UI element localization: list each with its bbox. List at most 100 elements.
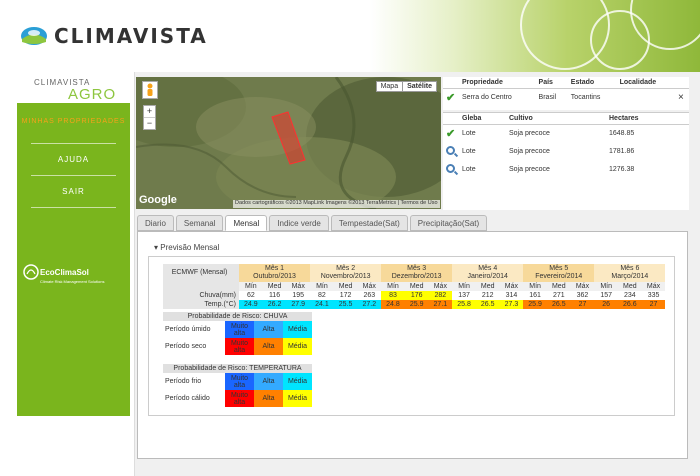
search-icon[interactable] <box>446 146 455 155</box>
column-header: Hectares <box>606 113 689 125</box>
stat-header: Mín <box>452 282 476 291</box>
gleba-cultivo: Soja precoce <box>509 148 550 155</box>
forecast-panel: ▾ Previsão Mensal ECMWF (Mensal) Mês 1 Out… <box>137 231 688 459</box>
brand-name: CLIMAVISTA <box>54 24 208 48</box>
triangle-down-icon: ▾ <box>154 243 159 252</box>
temp-value: 26 <box>594 300 618 309</box>
risk-level: Alta <box>254 373 283 390</box>
gleba-cultivo: Soja precoce <box>509 130 550 138</box>
month-number: Mês 1 <box>265 265 285 272</box>
stat-header: Máx <box>641 282 666 291</box>
header: CLIMAVISTA <box>0 0 700 72</box>
zoom-out-button[interactable]: − <box>144 117 155 129</box>
chuva-value: 116 <box>262 291 287 300</box>
map-imagery <box>136 77 441 209</box>
column-header: Gleba <box>459 113 506 125</box>
sidebar-item-sair[interactable]: SAIR <box>62 187 85 196</box>
risk-level: Alta <box>254 390 283 407</box>
stat-header: Mín <box>310 282 334 291</box>
property-polygon[interactable] <box>271 111 306 165</box>
climavista-logo[interactable]: CLIMAVISTA <box>20 24 208 48</box>
temp-value: 25.9 <box>404 300 429 309</box>
month-number: Mês 3 <box>407 265 427 272</box>
temp-value: 27.1 <box>428 300 453 309</box>
month-name: Dezembro/2013 <box>391 273 442 280</box>
risk-level: Média <box>283 321 312 338</box>
zoom-in-button[interactable]: + <box>146 106 153 116</box>
search-icon[interactable] <box>446 164 455 173</box>
ecmwf-label: ECMWF (Mensal) <box>163 264 239 282</box>
risk-level: Muito alta <box>225 390 254 407</box>
chuva-value: 161 <box>523 291 547 300</box>
tab-bar: Diario Semanal Mensal Indice verde Tempe… <box>137 215 489 231</box>
stat-header: Mín <box>594 282 618 291</box>
property-country: Brasil <box>538 94 557 102</box>
close-icon[interactable]: × <box>678 92 684 104</box>
stat-header: Máx <box>499 282 524 291</box>
column-header: País <box>535 77 568 89</box>
stat-header: Máx <box>286 282 311 291</box>
check-icon: ✔ <box>446 128 456 141</box>
map-type-mapa-button[interactable]: Mapa <box>380 83 399 90</box>
sidebar-divider <box>31 207 116 208</box>
property-name: Serra do Centro <box>462 94 512 102</box>
chuva-value: 176 <box>404 291 429 300</box>
risk-level: Média <box>283 338 312 355</box>
temp-value: 26.5 <box>475 300 500 309</box>
chuva-label: Chuva(mm) <box>163 291 239 300</box>
risk-level: Alta <box>254 338 283 355</box>
stat-header: Máx <box>357 282 382 291</box>
satellite-map[interactable]: + − Mapa Satélite Google Dados cartográf… <box>136 77 441 209</box>
partner-tagline: Climate Risk Management Solutions <box>40 279 105 284</box>
month-header: Mês 1 Outubro/2013 <box>239 264 311 282</box>
chuva-value: 172 <box>333 291 358 300</box>
month-name: Fevereiro/2014 <box>535 273 583 280</box>
tab-diario[interactable]: Diario <box>137 215 174 231</box>
month-number: Mês 5 <box>549 265 569 272</box>
logo-globe-icon <box>21 27 47 45</box>
tab-indice-verde[interactable]: Indice verde <box>269 215 329 231</box>
sidebar-item-ajuda[interactable]: AJUDA <box>57 155 90 164</box>
section-header[interactable]: ▾ Previsão Mensal <box>154 243 219 252</box>
tab-precipitacao[interactable]: Precipitação(Sat) <box>409 215 488 231</box>
month-header: Mês 4 Janeiro/2014 <box>452 264 524 282</box>
temp-value: 26.2 <box>262 300 287 309</box>
month-header: Mês 5 Fevereiro/2014 <box>523 264 595 282</box>
gleba-row[interactable]: Lote Soja precoce 1781.86 <box>443 143 689 161</box>
property-row[interactable]: ✔ Serra do Centro Brasil Tocantins × <box>443 89 689 107</box>
month-number: Mês 4 <box>478 265 498 272</box>
risk-title: Probabilidade de Risco: CHUVA <box>163 312 312 321</box>
column-header: Localidade <box>616 77 675 89</box>
map-credit: Dados cartográficos ©2013 MapLink Imagen… <box>233 200 440 208</box>
risk-level: Média <box>283 373 312 390</box>
temp-value: 27 <box>641 300 666 309</box>
stat-header: Máx <box>428 282 453 291</box>
section-box <box>148 256 675 416</box>
sidebar-divider <box>31 143 116 144</box>
map-type-satelite-button[interactable]: Satélite <box>402 82 436 91</box>
sidebar-item-minhas-propriedades[interactable]: MINHAS PROPRIEDADES <box>21 118 126 125</box>
zoom-control[interactable]: + − <box>143 105 156 130</box>
gleba-row[interactable]: ✔ Lote Soja precoce 1648.85 <box>443 125 689 143</box>
section-title: Previsão Mensal <box>160 243 220 252</box>
month-number: Mês 6 <box>620 265 640 272</box>
gleba-cultivo: Soja precoce <box>509 166 550 173</box>
risk-chuva-table: Probabilidade de Risco: CHUVA Período úmi… <box>163 312 312 355</box>
risk-period-label: Período cálido <box>165 395 210 402</box>
check-icon: ✔ <box>446 92 456 105</box>
tab-semanal[interactable]: Semanal <box>175 215 224 231</box>
column-header: Propriedade <box>459 77 536 89</box>
chuva-value: 282 <box>428 291 453 300</box>
risk-level: Muito alta <box>225 373 254 390</box>
temp-value: 24.9 <box>239 300 263 309</box>
gleba-row[interactable]: Lote Soja precoce 1276.38 <box>443 161 689 179</box>
stat-header: Mín <box>523 282 547 291</box>
sidebar: MINHAS PROPRIEDADES AJUDA SAIR <box>17 103 130 416</box>
tab-tempestade[interactable]: Tempestade(Sat) <box>330 215 408 231</box>
streetview-pegman-icon[interactable] <box>142 81 158 99</box>
month-name: Novembro/2013 <box>320 273 371 280</box>
sidebar-divider <box>31 175 116 176</box>
temp-value: 27.9 <box>286 300 311 309</box>
tab-mensal[interactable]: Mensal <box>225 215 268 231</box>
month-name: Janeiro/2014 <box>467 273 508 280</box>
